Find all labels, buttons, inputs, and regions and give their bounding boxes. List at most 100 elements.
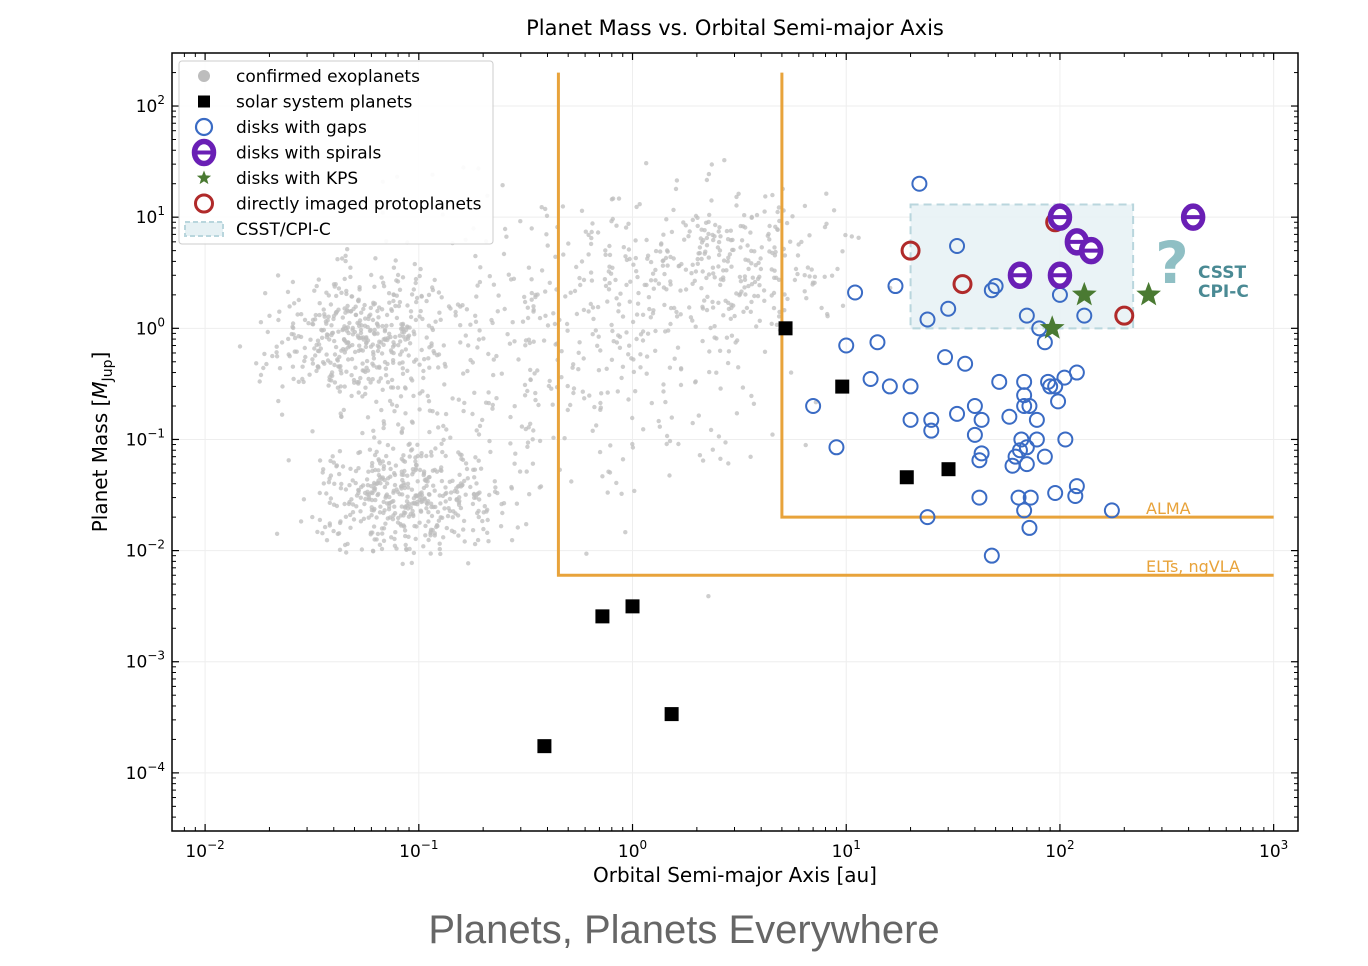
exoplanet-point	[660, 258, 665, 264]
exoplanet-point	[695, 223, 700, 229]
exoplanet-point	[769, 321, 774, 326]
exoplanet-point	[460, 303, 465, 308]
exoplanet-point	[361, 306, 366, 312]
exoplanet-point	[443, 411, 449, 417]
exoplanet-point	[320, 531, 325, 536]
exoplanet-point	[716, 229, 721, 234]
exoplanet-point	[633, 255, 638, 261]
exoplanet-point	[574, 264, 579, 270]
exoplanet-point	[627, 299, 632, 304]
exoplanet-point	[346, 501, 352, 507]
exoplanet-point	[706, 594, 711, 599]
exoplanet-point	[296, 297, 301, 303]
gap-disk-marker	[887, 278, 904, 295]
exoplanet-point	[344, 369, 349, 374]
exoplanet-point	[470, 360, 475, 365]
exoplanet-point	[463, 492, 468, 497]
exoplanet-point	[621, 245, 626, 250]
exoplanet-point	[717, 225, 722, 230]
exoplanet-point	[678, 382, 684, 388]
exoplanet-point	[728, 228, 733, 233]
exoplanet-point	[487, 492, 492, 498]
exoplanet-point	[749, 299, 754, 305]
exoplanet-point	[434, 524, 439, 530]
exoplanet-point	[543, 289, 548, 294]
exoplanet-point	[706, 255, 711, 260]
exoplanet-point	[354, 504, 359, 509]
exoplanet-point	[413, 536, 418, 542]
exoplanet-point	[718, 234, 723, 239]
exoplanet-point	[279, 412, 285, 417]
exoplanet-point	[630, 441, 635, 447]
exoplanet-point	[616, 302, 622, 307]
gap-disk-marker	[1042, 378, 1059, 395]
exoplanet-point	[598, 405, 603, 410]
exoplanet-point	[356, 297, 361, 302]
exoplanet-point	[617, 345, 623, 350]
exoplanet-point	[727, 252, 733, 257]
y-tick-label: 10−2	[126, 538, 165, 562]
exoplanet-point	[387, 331, 392, 336]
exoplanet-point	[462, 478, 467, 484]
exoplanet-point	[375, 322, 380, 327]
exoplanet-point	[400, 326, 405, 331]
exoplanet-point	[665, 263, 670, 268]
exoplanet-point	[705, 294, 710, 299]
exoplanet-point	[605, 390, 610, 395]
exoplanet-point	[486, 351, 491, 357]
exoplanet-point	[379, 407, 384, 413]
exoplanet-point	[596, 368, 602, 373]
exoplanet-point	[586, 309, 591, 314]
exoplanet-point	[699, 286, 704, 291]
legend-item: confirmed exoplanets	[198, 67, 420, 87]
exoplanet-point	[607, 243, 612, 249]
exoplanet-point	[361, 368, 366, 373]
exoplanet-point	[417, 520, 422, 525]
exoplanet-point	[470, 501, 476, 507]
exoplanet-point	[391, 350, 396, 356]
exoplanet-point	[590, 221, 595, 226]
exoplanet-point	[712, 275, 717, 280]
exoplanet-point	[669, 415, 674, 420]
exoplanet-point	[411, 513, 416, 519]
exoplanet-point	[824, 221, 829, 226]
exoplanet-point	[707, 212, 712, 218]
exoplanet-point	[530, 461, 536, 466]
exoplanet-point	[421, 471, 427, 476]
exoplanet-point	[648, 315, 653, 320]
exoplanet-point	[398, 339, 403, 344]
gap-disk-marker	[971, 452, 988, 469]
exoplanet-point	[290, 324, 295, 330]
exoplanet-point	[391, 446, 396, 451]
exoplanet-point	[377, 440, 382, 445]
exoplanet-point	[653, 278, 658, 283]
exoplanet-point	[770, 250, 775, 256]
exoplanet-point	[790, 214, 795, 219]
exoplanet-point	[468, 322, 473, 327]
exoplanet-point	[763, 194, 768, 199]
exoplanet-point	[342, 350, 347, 355]
exoplanet-point	[627, 256, 632, 262]
exoplanet-point	[422, 497, 427, 502]
exoplanet-point	[584, 551, 589, 556]
exoplanet-point	[438, 317, 443, 322]
exoplanet-point	[560, 204, 566, 209]
legend-item: solar system planets	[198, 93, 412, 113]
exoplanet-point	[332, 338, 337, 344]
exoplanet-point	[428, 527, 434, 532]
exoplanet-point	[737, 274, 743, 280]
exoplanet-point	[448, 490, 454, 495]
exoplanet-point	[461, 527, 466, 532]
exoplanet-point	[730, 237, 735, 243]
exoplanet-point	[447, 508, 453, 514]
exoplanet-point	[496, 293, 501, 298]
exoplanet-point	[315, 364, 320, 369]
exoplanet-point	[368, 305, 373, 311]
exoplanet-point	[356, 323, 362, 329]
exoplanet-point	[414, 295, 420, 301]
exoplanet-point	[419, 347, 424, 353]
chart-title: Planet Mass vs. Orbital Semi-major Axis	[526, 16, 944, 40]
exoplanet-point	[277, 309, 282, 314]
exoplanet-point	[350, 510, 356, 515]
